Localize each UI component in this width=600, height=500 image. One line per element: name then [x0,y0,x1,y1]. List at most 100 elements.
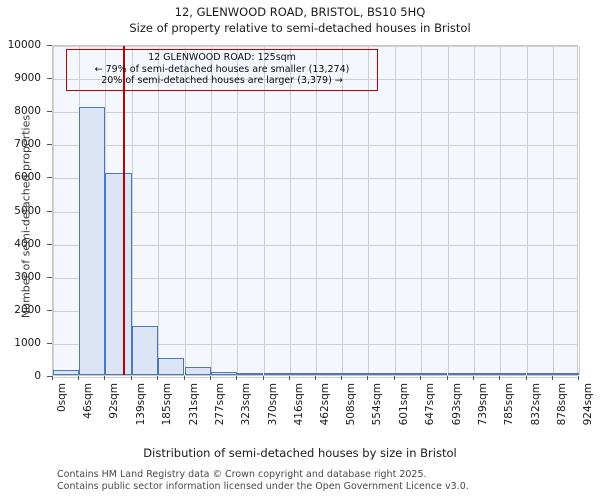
gridline-vertical [263,46,265,375]
chart-subtitle: Size of property relative to semi-detach… [129,21,471,35]
gridline-vertical [447,46,449,375]
gridline-vertical [395,46,397,375]
y-axis: 0 1000 2000 3000 4000 5000 6000 7000 8000 9000 100… [0,0,52,500]
x-tick-mark [446,376,448,380]
gridline-vertical [421,46,423,375]
y-tick-mark [47,210,52,212]
gridline-vertical [526,46,528,375]
property-marker-line [123,46,126,375]
gridline-horizontal [53,244,577,246]
footer-line-1: Contains HM Land Registry data © Crown c… [57,469,427,480]
gridline-horizontal [53,343,577,345]
callout-line-1: 12 GLENWOOD ROAD: 125sqm [148,52,296,63]
gridline-horizontal [53,145,577,147]
y-tick-mark [47,111,52,113]
gridline-horizontal [53,178,577,180]
y-tick-label: 9000 [14,72,41,85]
y-tick-label: 5000 [14,204,41,217]
x-tick-mark [235,376,237,380]
y-tick-label: 10000 [7,39,41,51]
gridline-vertical [342,46,344,375]
histogram-bar [289,373,316,375]
x-tick-label: 508sqm [345,383,358,426]
x-tick-label: 416sqm [292,383,305,426]
gridline-horizontal [53,79,577,81]
gridline-vertical [499,46,501,375]
y-tick-mark [47,78,52,80]
x-tick-mark [288,376,290,380]
x-tick-mark [394,376,396,380]
y-tick-label: 6000 [14,171,41,184]
histogram-bar [368,373,395,375]
histogram-bar [236,373,264,375]
x-tick-label: 139sqm [135,383,148,426]
x-tick-label: 323sqm [239,383,252,426]
x-axis-title: Distribution of semi-detached houses by … [143,446,457,460]
gridline-vertical [552,46,554,375]
x-tick-mark [262,376,264,380]
page-title: 12, GLENWOOD ROAD, BRISTOL, BS10 5HQ [174,5,426,19]
y-tick-label: 2000 [14,303,41,316]
x-tick-label: 0sqm [56,383,68,413]
footer-attribution: Contains HM Land Registry data © Crown c… [57,469,597,492]
gridline-horizontal [53,277,577,279]
x-tick-label: 739sqm [476,383,489,426]
y-tick-mark [47,309,52,311]
y-tick-label: 3000 [14,270,41,283]
gridline-vertical [368,46,370,375]
histogram-bar [158,357,185,375]
property-callout: 12 GLENWOOD ROAD: 125sqm ← 79% of semi-d… [66,49,378,91]
histogram-bar [526,373,553,375]
y-tick-mark [47,177,52,179]
gridline-vertical [210,46,212,375]
x-tick-mark [315,376,316,380]
histogram-bar [79,106,106,375]
x-tick-mark [183,376,185,380]
gridline-horizontal [53,211,577,213]
histogram-bar [132,325,159,375]
gridline-horizontal [53,310,577,312]
x-tick-label: 647sqm [424,383,437,426]
x-tick-label: 832sqm [529,383,542,426]
histogram-bar [395,373,422,375]
gridline-vertical [236,46,238,375]
callout-line-2: ← 79% of semi-detached houses are smalle… [94,63,350,75]
x-tick-mark [498,376,500,380]
y-tick-mark [47,45,52,46]
histogram-bar [473,373,500,375]
x-tick-mark [52,376,53,380]
y-tick-mark [47,243,52,245]
histogram-bar [447,373,474,375]
gridline-vertical [158,46,160,375]
gridline-vertical [184,46,186,375]
x-tick-label: 693sqm [450,383,463,426]
y-tick-mark [47,376,52,377]
x-tick-label: 924sqm [582,383,594,426]
gridline-horizontal [53,112,577,114]
y-tick-label: 8000 [14,105,41,118]
x-tick-mark [525,376,527,380]
x-tick-label: 878sqm [555,383,568,426]
x-tick-label: 46sqm [82,383,95,419]
histogram-bar [342,373,369,375]
y-tick-mark [47,276,52,278]
x-tick-label: 601sqm [398,383,411,426]
x-tick-label: 554sqm [371,383,384,426]
x-tick-mark [472,376,474,380]
y-tick-label: 7000 [14,138,41,151]
x-tick-label: 231sqm [187,383,200,426]
gridline-horizontal [53,46,577,47]
x-axis: 0sqm 46sqm 92sqm 139sqm 185sqm 231sqm 277sqm 32… [0,376,600,446]
histogram-bar [316,373,343,375]
x-tick-label: 277sqm [213,383,226,426]
gridline-vertical [53,46,54,375]
x-tick-label: 462sqm [319,383,331,426]
y-tick-mark [47,144,52,146]
y-axis-title: Number of semi-detached properties [19,114,33,319]
x-tick-mark [551,376,553,380]
y-tick-label: 1000 [14,336,41,349]
histogram-bar [184,367,211,375]
x-tick-mark [209,376,211,380]
y-tick-mark [47,342,52,344]
gridline-vertical [132,46,134,375]
